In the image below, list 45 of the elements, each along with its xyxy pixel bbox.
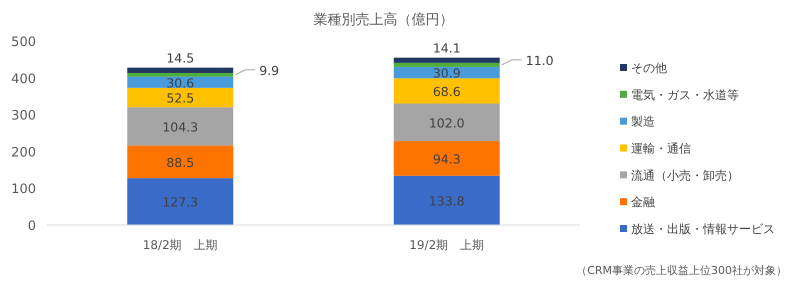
legend-label: 流通（小売・卸売）	[631, 168, 739, 182]
bar	[394, 141, 500, 176]
bar	[394, 66, 500, 78]
bar	[394, 62, 500, 67]
legend-label: 金融	[631, 195, 655, 210]
y-tick-label: 400	[11, 72, 36, 87]
x-tick-label: 18/2期 上期	[142, 238, 218, 252]
bar	[394, 176, 500, 225]
data-label: 127.3	[162, 194, 198, 210]
data-label: 88.5	[166, 154, 194, 170]
data-label: 94.3	[432, 151, 461, 166]
data-label: 52.5	[166, 90, 194, 106]
y-tick-label: 300	[11, 108, 36, 124]
bar	[394, 58, 500, 63]
bar	[127, 72, 234, 77]
bar	[394, 104, 500, 142]
bar	[394, 78, 500, 104]
x-tick-label: 19/2期 上期	[409, 238, 484, 252]
bar	[127, 178, 234, 225]
data-label: 9.9	[259, 62, 280, 78]
y-tick-label: 100	[11, 182, 36, 198]
legend-label: その他	[631, 61, 667, 75]
legend-label: 放送・出版・情報サービス	[631, 222, 775, 236]
data-label: 68.6	[432, 84, 461, 99]
y-tick-label: 0	[28, 219, 36, 234]
data-label: 30.6	[166, 75, 194, 90]
data-label: 11.0	[526, 52, 554, 68]
data-label: 30.9	[432, 66, 461, 81]
legend-label: 製造	[631, 114, 655, 129]
text: （CRM事業の売上収益上位300社が対象）	[576, 264, 787, 277]
chart-title: 業種別売上高（億円）	[314, 12, 454, 28]
bar	[127, 68, 234, 73]
data-label: 104.3	[162, 119, 198, 134]
y-tick-label: 200	[11, 145, 36, 160]
data-label: 133.8	[428, 193, 465, 208]
bar	[127, 107, 234, 146]
data-label: 102.0	[428, 115, 465, 130]
legend-label: 電気・ガス・水道等	[631, 88, 739, 102]
bar	[127, 76, 234, 88]
data-label: 14.5	[166, 50, 194, 66]
bar	[127, 146, 234, 178]
legend-label: 運輸・通信	[631, 142, 691, 156]
data-label: 14.1	[432, 40, 461, 56]
y-tick-label: 500	[11, 35, 36, 50]
bar	[127, 88, 234, 108]
